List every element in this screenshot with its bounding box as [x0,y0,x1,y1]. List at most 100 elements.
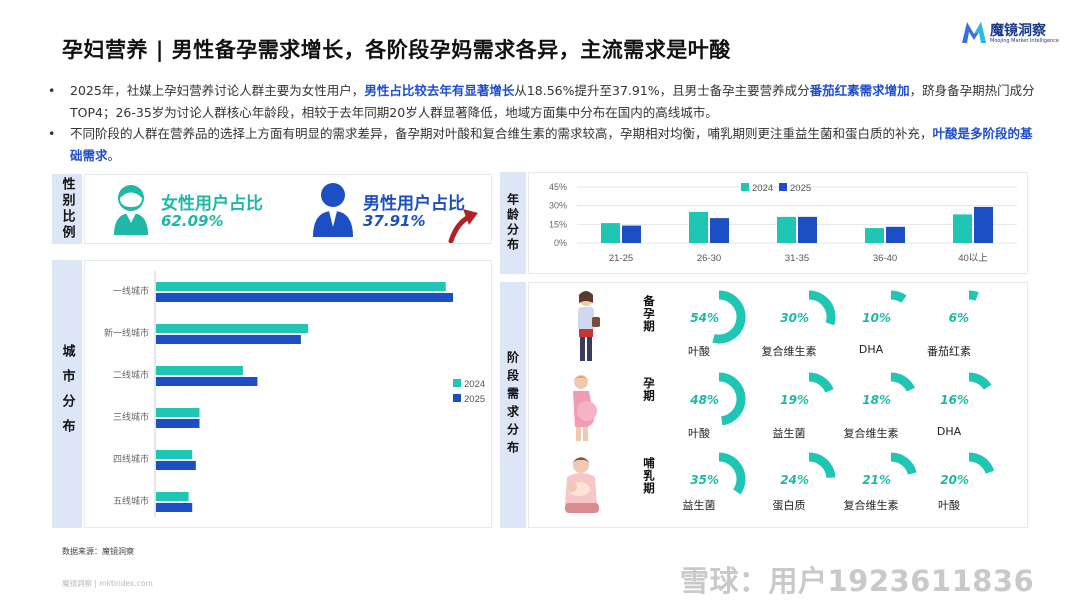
stage-item-name: 益生菌 [772,427,806,440]
stage-ring-gauge [890,452,917,475]
stage-item-name: 复合维生素 [843,499,899,512]
stage-item-name: 复合维生素 [761,345,817,358]
stage-ring-gauge [718,452,746,495]
data-source: 数据来源：魔镜洞察 [62,547,134,556]
city-y-tick: 四线城市 [113,453,149,464]
bullet-1-text-c: ，跻身备孕期热门成分TOP4；26-35岁为讨论人群核心年龄段，相较于去年同期2… [70,83,1035,120]
stage-item-name: 番茄红素 [927,345,971,358]
stage-side-label: 阶段需求分布 [500,282,526,528]
city-legend-swatch-2025 [453,394,461,402]
stage-ring-arc-益生菌 [808,372,834,393]
stage-item-percent: 54% [690,311,719,325]
logo-name: 魔镜洞察 [990,23,1046,39]
stage-ring-arc-复合维生素 [808,290,836,326]
nursing-mother-illustration [565,457,599,513]
city-y-tick: 二线城市 [113,369,149,380]
age-bar-2025-31-35 [798,216,817,243]
stage-item-name: 叶酸 [938,499,960,512]
city-bar-2025-二线城市 [156,377,258,386]
age-bar-2024-21-25 [601,223,620,243]
stage-item-percent: 48% [690,393,719,407]
stage-ring-gauge [808,290,836,326]
city-bar-2024-新一线城市 [156,324,309,333]
female-share-value: 62.09% [161,212,224,230]
stage-item-name: 叶酸 [688,345,710,358]
watermark: 雪球：用户1923611836 [680,564,1035,598]
stage-name: 备孕期 [642,295,656,333]
age-legend-label: 2024 [752,183,773,194]
stage-panel: 备孕期 54% 叶酸 30% 复合维生素 10% DHA 6% 番茄红素 孕期 48% 叶酸 19% 益生… [528,282,1028,528]
growth-arrow-icon [448,209,478,243]
bullet-2-text-b: 。 [107,147,121,163]
stage-ring-arc-复合维生素 [890,372,915,392]
age-bar-2025-26-30 [710,218,729,243]
city-bar-2025-五线城市 [156,503,193,512]
stage-ring-arc-复合维生素 [890,452,917,475]
bullet-1-highlight-b: 番茄红素需求增加 [809,83,910,98]
stage-ring-gauge [890,290,907,304]
city-bar-2024-一线城市 [156,282,446,291]
logo-subtitle: Moojing Market Intelligence [990,38,1060,44]
pregnant-woman-illustration [573,375,597,441]
brand-logo: 魔镜洞察 Moojing Market Intelligence [960,18,1070,48]
stage-ring-arc-番茄红素 [968,290,979,301]
age-x-tick: 26-30 [697,253,721,264]
bullet-1: 2025年，社媒上孕妇营养讨论人群主要为女性用户，男性占比较去年有显著增长从18… [48,80,1038,123]
age-x-tick: 36-40 [873,253,897,264]
bullet-2: 不同阶段的人群在营养品的选择上方面有明显的需求差异，备孕期对叶酸和复合维生素的需… [48,123,1038,166]
age-y-tick: 45% [549,182,567,192]
city-panel: 一线城市 新一线城市 二线城市 三线城市 四线城市 五线城市 2024 2025 [84,260,492,528]
city-bar-2025-三线城市 [156,419,200,428]
summary-bullets: 2025年，社媒上孕妇营养讨论人群主要为女性用户，男性占比较去年有显著增长从18… [48,80,1038,166]
age-bar-2024-31-35 [777,216,796,243]
female-share-title: 女性用户占比 [161,194,263,214]
stage-item-percent: 35% [690,473,719,487]
city-bar-2024-四线城市 [156,450,193,459]
city-bar-2024-三线城市 [156,408,200,417]
city-y-tick: 一线城市 [113,285,149,296]
gender-panel: 女性用户占比 62.09% 男性用户占比 37.91% [84,174,492,244]
stage-ring-arc-益生菌 [718,452,746,495]
age-bar-2024-26-30 [689,211,708,243]
stage-ring-arc-蛋白质 [808,452,836,479]
bullet-2-highlight: 叶酸是多阶段的基础需求 [70,126,1033,163]
stage-ring-gauge [712,290,746,344]
stage-ring-gauge [968,372,992,390]
stage-item-percent: 30% [780,311,809,325]
city-legend-label: 2025 [464,394,485,405]
stage-item-name: DHA [936,425,962,438]
age-bar-2024-40以上 [953,214,972,243]
gender-side-label: 性别比例 [52,174,82,244]
male-share-value: 37.91% [363,212,426,230]
stage-item-percent: 24% [780,473,809,487]
bullet-2-text-a: 不同阶段的人群在营养品的选择上方面有明显的需求差异，备孕期对叶酸和复合维生素的需… [70,126,933,141]
page-title: 孕妇营养 | 男性备孕需求增长，各阶段孕妈需求各异，主流需求是叶酸 [62,38,731,62]
pre-pregnancy-woman-illustration [578,291,600,361]
age-x-tick: 31-35 [785,253,809,264]
bullet-1-highlight-a: 男性占比较去年有显著增长 [364,83,515,98]
age-x-tick: 21-25 [609,253,633,264]
age-legend-swatch-2025 [779,183,787,191]
page-footer: 魔镜洞察 | mktindex.com [62,579,153,588]
age-y-tick: 30% [549,201,567,211]
stage-ring-gauge [808,372,834,393]
stage-item-percent: 18% [862,393,891,407]
age-bar-2025-40以上 [974,206,993,243]
stage-ring-arc-叶酸 [712,290,746,344]
stage-item-name: 复合维生素 [843,427,899,440]
stage-ring-arc-叶酸 [968,452,995,474]
stage-item-percent: 16% [940,393,969,407]
stage-ring-arc-叶酸 [718,372,746,426]
age-y-tick: 15% [549,219,567,229]
stage-item-percent: 21% [862,473,891,487]
age-x-tick: 40以上 [958,253,988,264]
age-legend-swatch-2024 [741,183,749,191]
city-legend-label: 2024 [464,379,485,390]
city-bar-2025-新一线城市 [156,335,301,344]
stage-name: 孕期 [642,377,656,402]
stage-item-percent: 19% [780,393,809,407]
stage-item-percent: 10% [862,311,891,325]
city-legend-swatch-2024 [453,379,461,387]
stage-item-name: 益生菌 [682,499,716,512]
